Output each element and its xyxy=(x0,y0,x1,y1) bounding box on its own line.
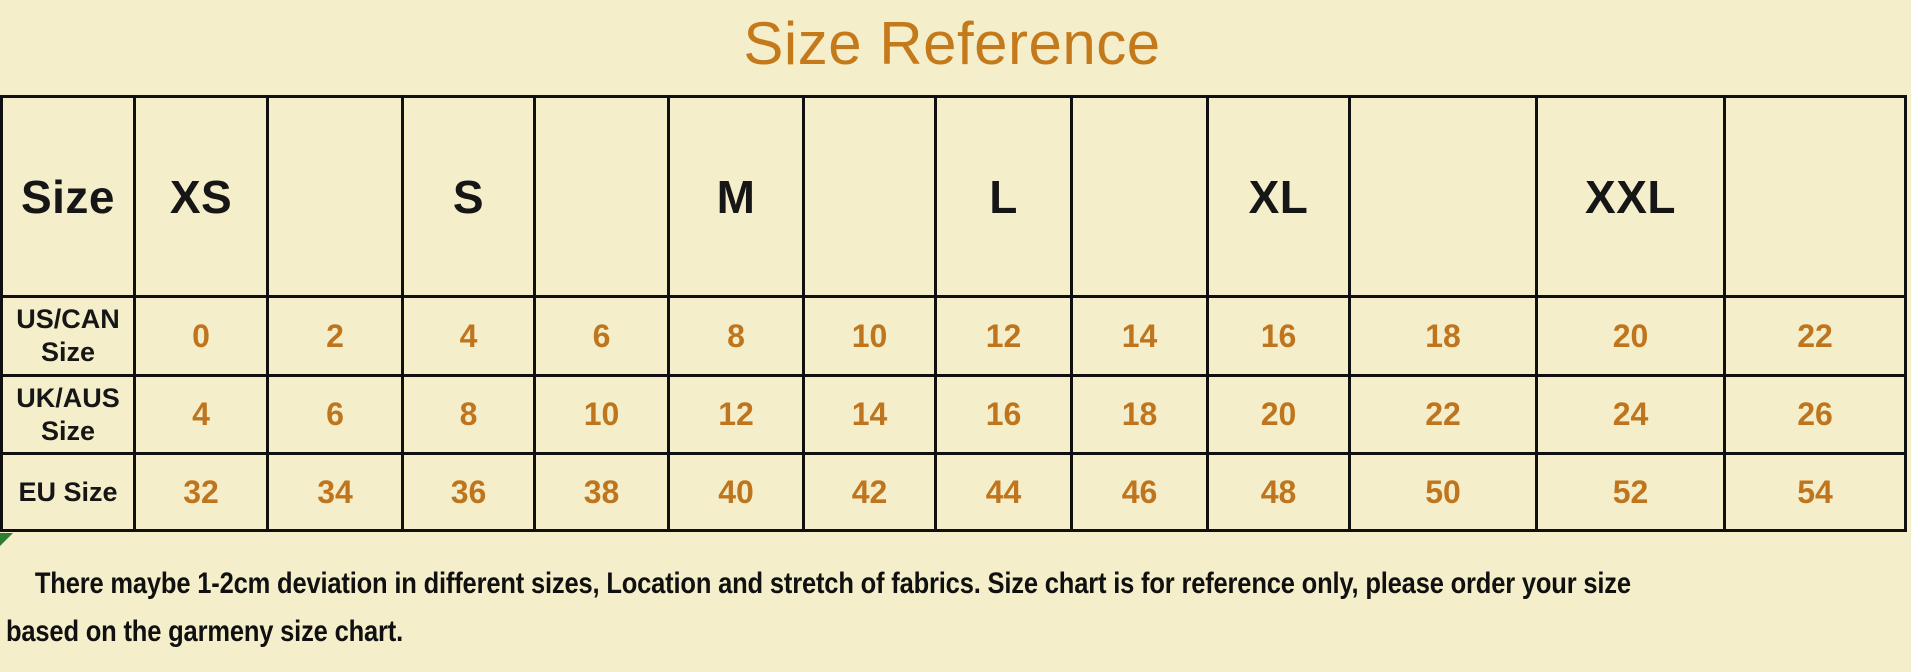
header-cell-blank xyxy=(1723,95,1907,298)
size-value-cell: 16 xyxy=(934,374,1073,455)
size-value-cell: 10 xyxy=(802,295,937,377)
table-row-uk-aus: UK/AUS Size 4 6 8 10 12 14 16 18 20 22 2… xyxy=(0,374,1907,455)
size-value-cell: 26 xyxy=(1723,374,1907,455)
size-value-cell: 8 xyxy=(667,295,805,377)
row-label-uk-aus: UK/AUS Size xyxy=(0,374,136,455)
size-value-cell: 46 xyxy=(1070,452,1209,532)
size-value-cell: 18 xyxy=(1070,374,1209,455)
size-value-cell: 14 xyxy=(1070,295,1209,377)
header-cell-blank xyxy=(266,95,404,298)
row-label-eu: EU Size xyxy=(0,452,136,532)
note-line-1: There maybe 1-2cm deviation in different… xyxy=(34,567,1631,600)
size-reference-table: Size XS S M L XL XXL US/CAN Size 0 2 4 6… xyxy=(0,95,1907,532)
page-title: Size Reference xyxy=(743,10,1161,77)
size-value-cell: 22 xyxy=(1723,295,1907,377)
header-cell-blank xyxy=(1070,95,1209,298)
size-value-cell: 4 xyxy=(401,295,536,377)
header-cell-blank xyxy=(1348,95,1538,298)
size-value-cell: 36 xyxy=(401,452,536,532)
size-value-cell: 42 xyxy=(802,452,937,532)
size-value-cell: 2 xyxy=(266,295,404,377)
header-cell-xxl: XXL xyxy=(1535,95,1726,298)
size-value-cell: 8 xyxy=(401,374,536,455)
size-value-cell: 40 xyxy=(667,452,805,532)
size-value-cell: 0 xyxy=(133,295,269,377)
size-value-cell: 54 xyxy=(1723,452,1907,532)
size-value-cell: 6 xyxy=(533,295,670,377)
note-line-2: based on the garmeny size chart. xyxy=(6,615,404,648)
table-row-us-can: US/CAN Size 0 2 4 6 8 10 12 14 16 18 20 … xyxy=(0,295,1907,377)
size-value-cell: 20 xyxy=(1206,374,1351,455)
size-value-cell: 34 xyxy=(266,452,404,532)
header-cell-blank xyxy=(533,95,670,298)
size-value-cell: 24 xyxy=(1535,374,1726,455)
size-value-cell: 6 xyxy=(266,374,404,455)
size-value-cell: 12 xyxy=(667,374,805,455)
size-value-cell: 48 xyxy=(1206,452,1351,532)
size-value-cell: 4 xyxy=(133,374,269,455)
table-row-eu: EU Size 32 34 36 38 40 42 44 46 48 50 52… xyxy=(0,452,1907,532)
size-value-cell: 16 xyxy=(1206,295,1351,377)
green-corner-artifact xyxy=(0,533,13,546)
size-value-cell: 20 xyxy=(1535,295,1726,377)
size-value-cell: 22 xyxy=(1348,374,1538,455)
size-value-cell: 14 xyxy=(802,374,937,455)
header-cell-size: Size xyxy=(0,95,136,298)
size-value-cell: 10 xyxy=(533,374,670,455)
size-value-cell: 12 xyxy=(934,295,1073,377)
size-value-cell: 32 xyxy=(133,452,269,532)
size-value-cell: 38 xyxy=(533,452,670,532)
header-cell-xl: XL xyxy=(1206,95,1351,298)
header-cell-s: S xyxy=(401,95,536,298)
size-value-cell: 52 xyxy=(1535,452,1726,532)
header-cell-m: M xyxy=(667,95,805,298)
size-value-cell: 44 xyxy=(934,452,1073,532)
deviation-note: There maybe 1-2cm deviation in different… xyxy=(6,560,1906,656)
header-cell-l: L xyxy=(934,95,1073,298)
row-label-us-can: US/CAN Size xyxy=(0,295,136,377)
size-value-cell: 18 xyxy=(1348,295,1538,377)
size-value-cell: 50 xyxy=(1348,452,1538,532)
header-cell-xs: XS xyxy=(133,95,269,298)
header-cell-blank xyxy=(802,95,937,298)
table-header-row: Size XS S M L XL XXL xyxy=(0,95,1907,298)
